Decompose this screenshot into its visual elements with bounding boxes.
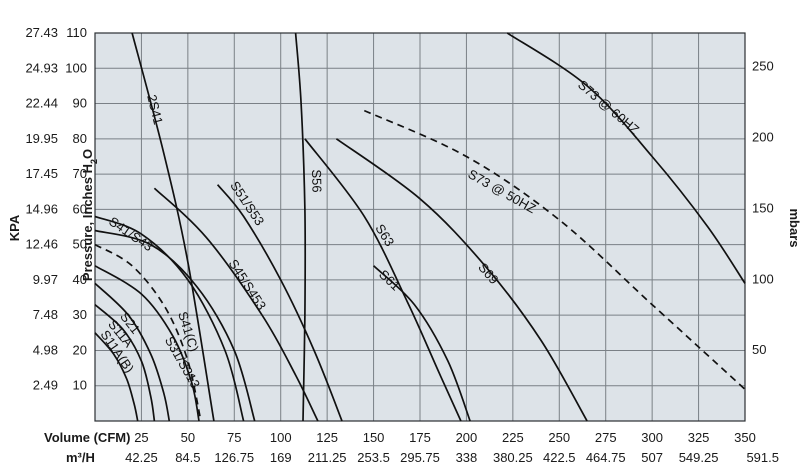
- curve-s73-60hz: [506, 32, 746, 284]
- y-axis-title-kpa: KPA: [7, 214, 22, 241]
- x-tick-m3h: 169: [270, 450, 292, 465]
- y-tick-inches: 90: [73, 96, 87, 111]
- x-tick-cfm: 350: [734, 430, 756, 445]
- x-tick-cfm: 225: [502, 430, 524, 445]
- curve-s45-s453: [153, 187, 319, 422]
- curve-s51-s53: [216, 184, 343, 422]
- curve-s11a-b-: [94, 332, 139, 422]
- x-tick-cfm: 175: [409, 430, 431, 445]
- curve-s69: [335, 138, 588, 422]
- y-tick-inches: 20: [73, 342, 87, 357]
- performance-curves: [94, 32, 746, 422]
- y-tick-kpa: 9.97: [33, 272, 58, 287]
- curve-s61: [373, 265, 471, 422]
- y-ticks-kpa: 2.49 4.98 7.48 9.97 12.46 14.96 17.45 19.95 22.4…: [25, 25, 58, 393]
- x-tick-m3h: 591.5: [746, 450, 779, 465]
- y-tick-inches: 100: [65, 60, 87, 75]
- curve-s56: [294, 32, 307, 422]
- x-tick-cfm: 50: [181, 430, 195, 445]
- x-tick-m3h: 549.25: [679, 450, 719, 465]
- y-axis-title-mbars: mbars: [787, 208, 800, 247]
- x-tick-m3h: 422.5: [543, 450, 576, 465]
- x-tick-m3h: 295.75: [400, 450, 440, 465]
- curve-label: 2S41: [144, 93, 166, 126]
- y-tick-inches: 110: [66, 25, 87, 40]
- y-tick-inches: 60: [73, 201, 87, 216]
- y-tick-kpa: 12.46: [25, 237, 58, 252]
- x-axis-title-m3h: m³/H: [66, 450, 95, 465]
- x-tick-m3h: 253.5: [357, 450, 390, 465]
- x-tick-cfm: 125: [316, 430, 338, 445]
- curve-2s41: [131, 32, 215, 422]
- y-tick-inches: 30: [73, 307, 87, 322]
- y-tick-kpa: 14.96: [25, 201, 58, 216]
- y-tick-kpa: 22.44: [25, 96, 58, 111]
- y-tick-inches: 70: [73, 166, 87, 181]
- plot-frame: [94, 32, 746, 422]
- y-tick-kpa: 4.98: [33, 342, 58, 357]
- y-tick-kpa: 19.95: [25, 131, 58, 146]
- x-axis-title-cfm: Volume (CFM): [44, 430, 130, 445]
- y-tick-kpa: 27.43: [25, 25, 58, 40]
- y-ticks-mbars: 50 100 150 200 250: [752, 59, 774, 357]
- x-ticks: 25 42.25 50 84.5 75 126.75 100 169 125 211.25 150 2…: [125, 430, 779, 465]
- y-tick-mbars: 200: [752, 130, 774, 145]
- y-tick-kpa: 24.93: [25, 60, 58, 75]
- x-tick-cfm: 300: [641, 430, 663, 445]
- curve-unlabeled: [94, 229, 256, 422]
- x-tick-m3h: 84.5: [175, 450, 200, 465]
- x-tick-m3h: 507: [641, 450, 663, 465]
- grid: [94, 32, 746, 422]
- x-tick-m3h: 42.25: [125, 450, 158, 465]
- y-tick-mbars: 150: [752, 200, 774, 215]
- y-tick-inches: 10: [73, 378, 87, 393]
- y-tick-kpa: 2.49: [33, 378, 58, 393]
- y-tick-kpa: 17.45: [25, 166, 58, 181]
- curve-s73-50hz: [363, 109, 746, 390]
- x-tick-cfm: 325: [688, 430, 710, 445]
- x-tick-m3h: 380.25: [493, 450, 533, 465]
- curve-s11a: [94, 303, 156, 422]
- y-ticks-inches: 10 20 30 40 50 60 70 80 90 100 110: [65, 25, 87, 393]
- x-tick-cfm: 200: [456, 430, 478, 445]
- y-tick-mbars: 100: [752, 271, 774, 286]
- y-tick-inches: 50: [73, 237, 87, 252]
- curve-s41-c-: [94, 243, 202, 422]
- x-tick-cfm: 275: [595, 430, 617, 445]
- y-axis-title-inches: Pressure, Inches H2O: [80, 149, 99, 281]
- x-tick-m3h: 126.75: [214, 450, 254, 465]
- x-tick-m3h: 464.75: [586, 450, 626, 465]
- x-tick-cfm: 250: [548, 430, 570, 445]
- y-tick-kpa: 7.48: [33, 307, 58, 322]
- y-tick-inches: 80: [73, 131, 87, 146]
- curve-s63: [304, 138, 462, 422]
- x-tick-cfm: 75: [227, 430, 241, 445]
- x-tick-m3h: 338: [456, 450, 478, 465]
- curve-s31-s313: [94, 265, 200, 422]
- x-tick-cfm: 150: [363, 430, 385, 445]
- y-tick-inches: 40: [73, 272, 87, 287]
- y-tick-mbars: 50: [752, 342, 766, 357]
- curve-s21: [94, 282, 171, 422]
- x-tick-cfm: 100: [270, 430, 292, 445]
- x-tick-cfm: 25: [134, 430, 148, 445]
- y-tick-mbars: 250: [752, 59, 774, 74]
- curve-s41-s43: [94, 215, 245, 422]
- curve-label: S56: [309, 169, 324, 192]
- x-tick-m3h: 211.25: [308, 450, 347, 465]
